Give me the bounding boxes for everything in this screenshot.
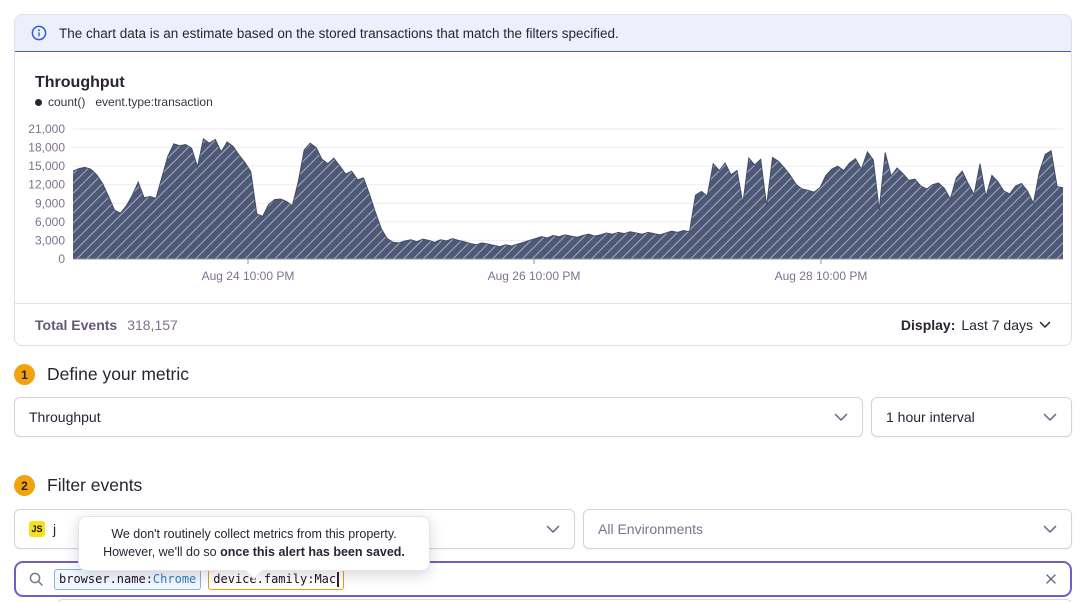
display-range-selector[interactable]: Display: Last 7 days	[901, 317, 1051, 333]
metric-select[interactable]: Throughput	[14, 397, 863, 437]
search-icon	[29, 572, 43, 586]
tooltip-line-2: However, we'll do so once this alert has…	[103, 545, 405, 560]
throughput-area-chart[interactable]: 0 3,000 6,000 9,000 12,000 15,000 18,000 21,000…	[15, 122, 1072, 290]
display-value: Last 7 days	[961, 316, 1033, 333]
svg-text:12,000: 12,000	[28, 178, 65, 192]
svg-text:21,000: 21,000	[28, 122, 65, 136]
filter-token-list: browser.name: Chrome device.family: Mac	[54, 568, 1034, 590]
svg-text:Aug 26 10:00 PM: Aug 26 10:00 PM	[488, 269, 581, 283]
display-label: Display:	[900, 316, 956, 333]
total-events-label: Total Events	[35, 316, 118, 333]
chevron-down-icon	[546, 525, 560, 533]
interval-select[interactable]: 1 hour interval	[871, 397, 1072, 437]
tooltip-line-1: We don't routinely collect metrics from …	[111, 527, 397, 541]
project-select-value: j	[53, 521, 57, 537]
token-value: Mac	[314, 572, 337, 586]
svg-text:18,000: 18,000	[28, 141, 65, 155]
chevron-down-icon	[1039, 321, 1051, 328]
interval-select-value: 1 hour interval	[886, 409, 975, 425]
info-banner: The chart data is an estimate based on t…	[15, 15, 1071, 52]
token-key: browser.name:	[59, 572, 153, 586]
info-icon	[31, 25, 47, 41]
svg-text:Aug 28 10:00 PM: Aug 28 10:00 PM	[775, 269, 868, 283]
token-value: Chrome	[152, 572, 197, 586]
text-caret	[337, 571, 339, 587]
step-2-title: Filter events	[47, 475, 143, 495]
banner-text: The chart data is an estimate based on t…	[59, 25, 619, 41]
series-dot-icon	[35, 98, 42, 106]
legend-aggregate: count()	[48, 95, 86, 109]
chart-legend: count() event.type:transaction	[15, 95, 1071, 109]
clear-search-button[interactable]	[1044, 572, 1058, 586]
chevron-down-icon	[834, 413, 848, 421]
step-2-header: 2 Filter events	[14, 475, 1072, 496]
environment-select[interactable]: All Environments	[583, 509, 1072, 549]
chevron-down-icon	[1043, 413, 1057, 421]
token-key: device.family:	[213, 572, 315, 586]
svg-text:15,000: 15,000	[28, 159, 65, 173]
step-1-badge: 1	[14, 364, 35, 385]
filter-token-browser-name[interactable]: browser.name: Chrome	[54, 568, 202, 590]
chart-title: Throughput	[35, 74, 125, 91]
svg-text:0: 0	[58, 252, 65, 266]
svg-text:Aug 24 10:00 PM: Aug 24 10:00 PM	[202, 269, 295, 283]
svg-text:9,000: 9,000	[35, 196, 65, 210]
chevron-down-icon	[1043, 525, 1057, 533]
metric-select-value: Throughput	[29, 409, 101, 425]
step-2-badge: 2	[14, 475, 35, 496]
throughput-chart-panel: The chart data is an estimate based on t…	[14, 14, 1072, 346]
step-1-header: 1 Define your metric	[14, 364, 1072, 385]
chart-panel-footer: Total Events 318,157 Display: Last 7 day…	[15, 303, 1071, 345]
svg-text:3,000: 3,000	[35, 233, 65, 247]
step-1-title: Define your metric	[47, 364, 189, 384]
environment-select-value: All Environments	[598, 521, 704, 537]
chart-body: Throughput count() event.type:transactio…	[15, 52, 1071, 303]
legend-query: event.type:transaction	[95, 95, 213, 109]
javascript-project-icon: JS	[29, 521, 45, 537]
property-metrics-tooltip: We don't routinely collect metrics from …	[78, 516, 430, 580]
svg-text:6,000: 6,000	[35, 215, 65, 229]
metric-row: Throughput 1 hour interval	[14, 397, 1072, 437]
filter-token-device-family[interactable]: device.family: Mac	[208, 568, 344, 590]
total-events-value: 318,157	[127, 316, 178, 333]
